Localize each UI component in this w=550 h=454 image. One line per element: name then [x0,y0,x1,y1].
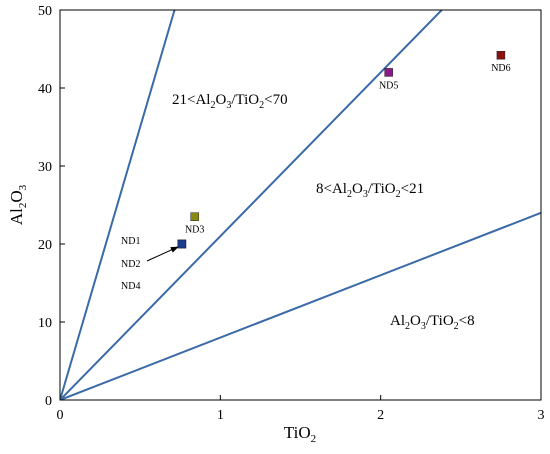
point-label-nd3: ND3 [185,225,204,236]
x-tick-label: 0 [57,408,64,423]
x-axis-title: TiO2 [284,423,316,445]
cluster-arrow [146,246,179,262]
ratio-lines [60,10,541,400]
y-tick-label: 40 [38,82,52,97]
plot-frame [59,9,542,401]
point-label-nd2: ND2 [121,259,140,270]
ratio-line-21 [60,10,443,400]
annotations [146,246,179,262]
x-tick-label: 2 [377,408,384,423]
region-label-high: 21<Al2O3/TiO2<70 [172,92,288,111]
y-tick-label: 30 [38,160,52,175]
point-label-nd6: ND6 [491,63,510,74]
point-nd6 [496,50,506,60]
y-tick-label: 0 [45,394,52,409]
point-label-nd5: ND5 [379,80,398,91]
region-label-low: Al2O3/TiO2<8 [390,313,475,332]
point-label-nd1: ND1 [121,236,140,247]
y-tick-label: 20 [38,238,52,253]
y-axis-title: Al2O3 [7,184,29,225]
region-label-mid: 8<Al2O3/TiO2<21 [316,181,424,200]
x-tick-label: 3 [538,408,545,423]
x-tick-label: 1 [217,408,224,423]
point-nd5 [384,68,393,77]
point-nd3 [190,212,199,221]
point-label-nd4: ND4 [121,281,140,292]
y-tick-label: 10 [38,316,52,331]
axes [59,9,542,401]
ratio-line-70 [60,10,176,400]
point-nd4 [177,239,187,249]
ratio-line-8 [60,211,541,400]
y-tick-label: 50 [38,4,52,19]
data-points: ND1 ND2 ND3 ND4 ND5 ND6 [121,50,511,292]
